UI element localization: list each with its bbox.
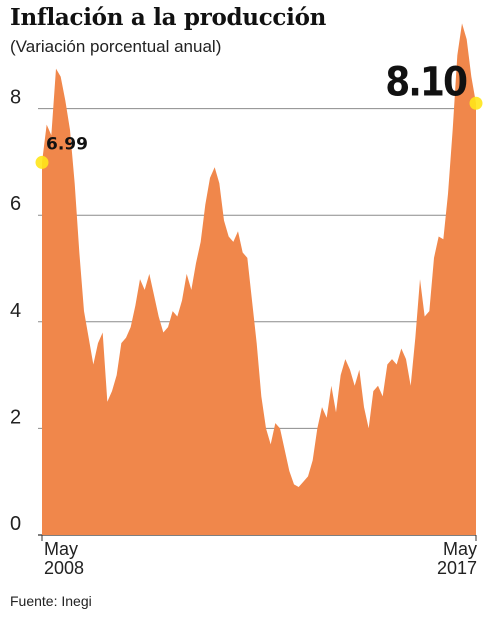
annotation-layer: 6.99 8.10 <box>35 59 483 169</box>
annotation-label-start: 6.99 <box>46 134 88 154</box>
annotation-label-end: 8.10 <box>385 59 467 105</box>
y-tick-label-0: 0 <box>10 513 21 535</box>
area-layer <box>42 23 476 535</box>
x-tick-label-year-1: 2017 <box>437 558 477 578</box>
series-area <box>42 23 476 535</box>
x-tick-label-month-1: May <box>443 539 477 559</box>
y-tick-label-8: 8 <box>10 87 21 109</box>
y-tick-label-6: 6 <box>10 193 21 215</box>
highlight-point-end <box>469 96 483 110</box>
x-tick-label-year-0: 2008 <box>44 558 84 578</box>
highlight-point-start <box>35 155 49 169</box>
y-tick-label-2: 2 <box>10 406 21 428</box>
y-tick-label-4: 4 <box>10 300 21 322</box>
source-note: Fuente: Inegi <box>10 593 92 609</box>
x-tick-label-month-0: May <box>44 539 78 559</box>
chart-title: Inflación a la producción <box>10 4 327 31</box>
chart-subtitle: (Variación porcentual anual) <box>10 37 222 56</box>
